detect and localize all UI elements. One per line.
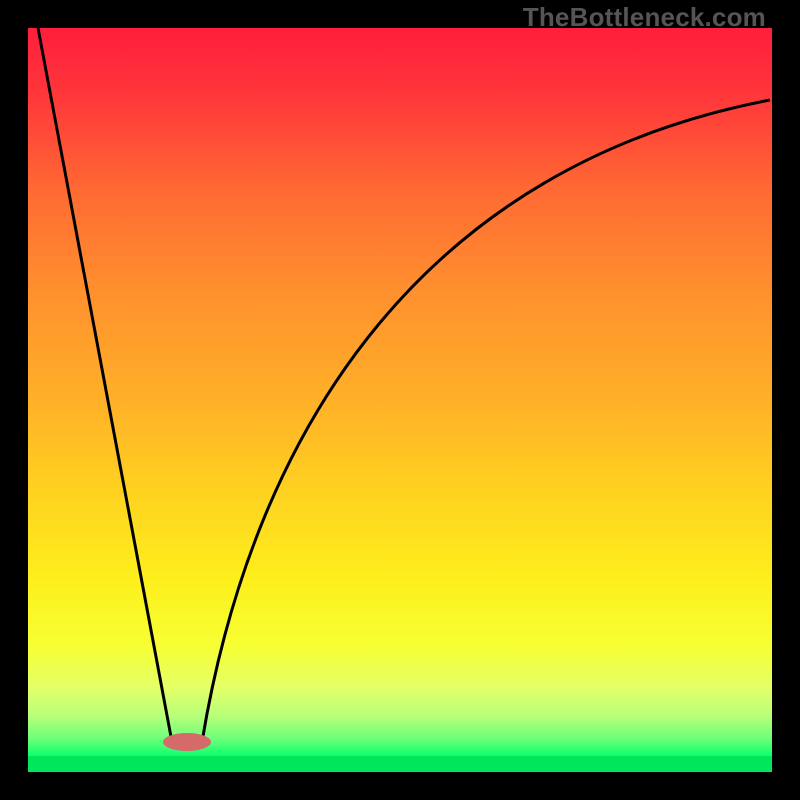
chart-canvas: [0, 0, 800, 800]
baseline-green-band: [28, 756, 772, 770]
bottleneck-chart: TheBottleneck.com: [0, 0, 800, 800]
watermark-text: TheBottleneck.com: [523, 2, 766, 33]
gradient-background: [28, 28, 772, 772]
bottleneck-marker: [163, 733, 211, 751]
